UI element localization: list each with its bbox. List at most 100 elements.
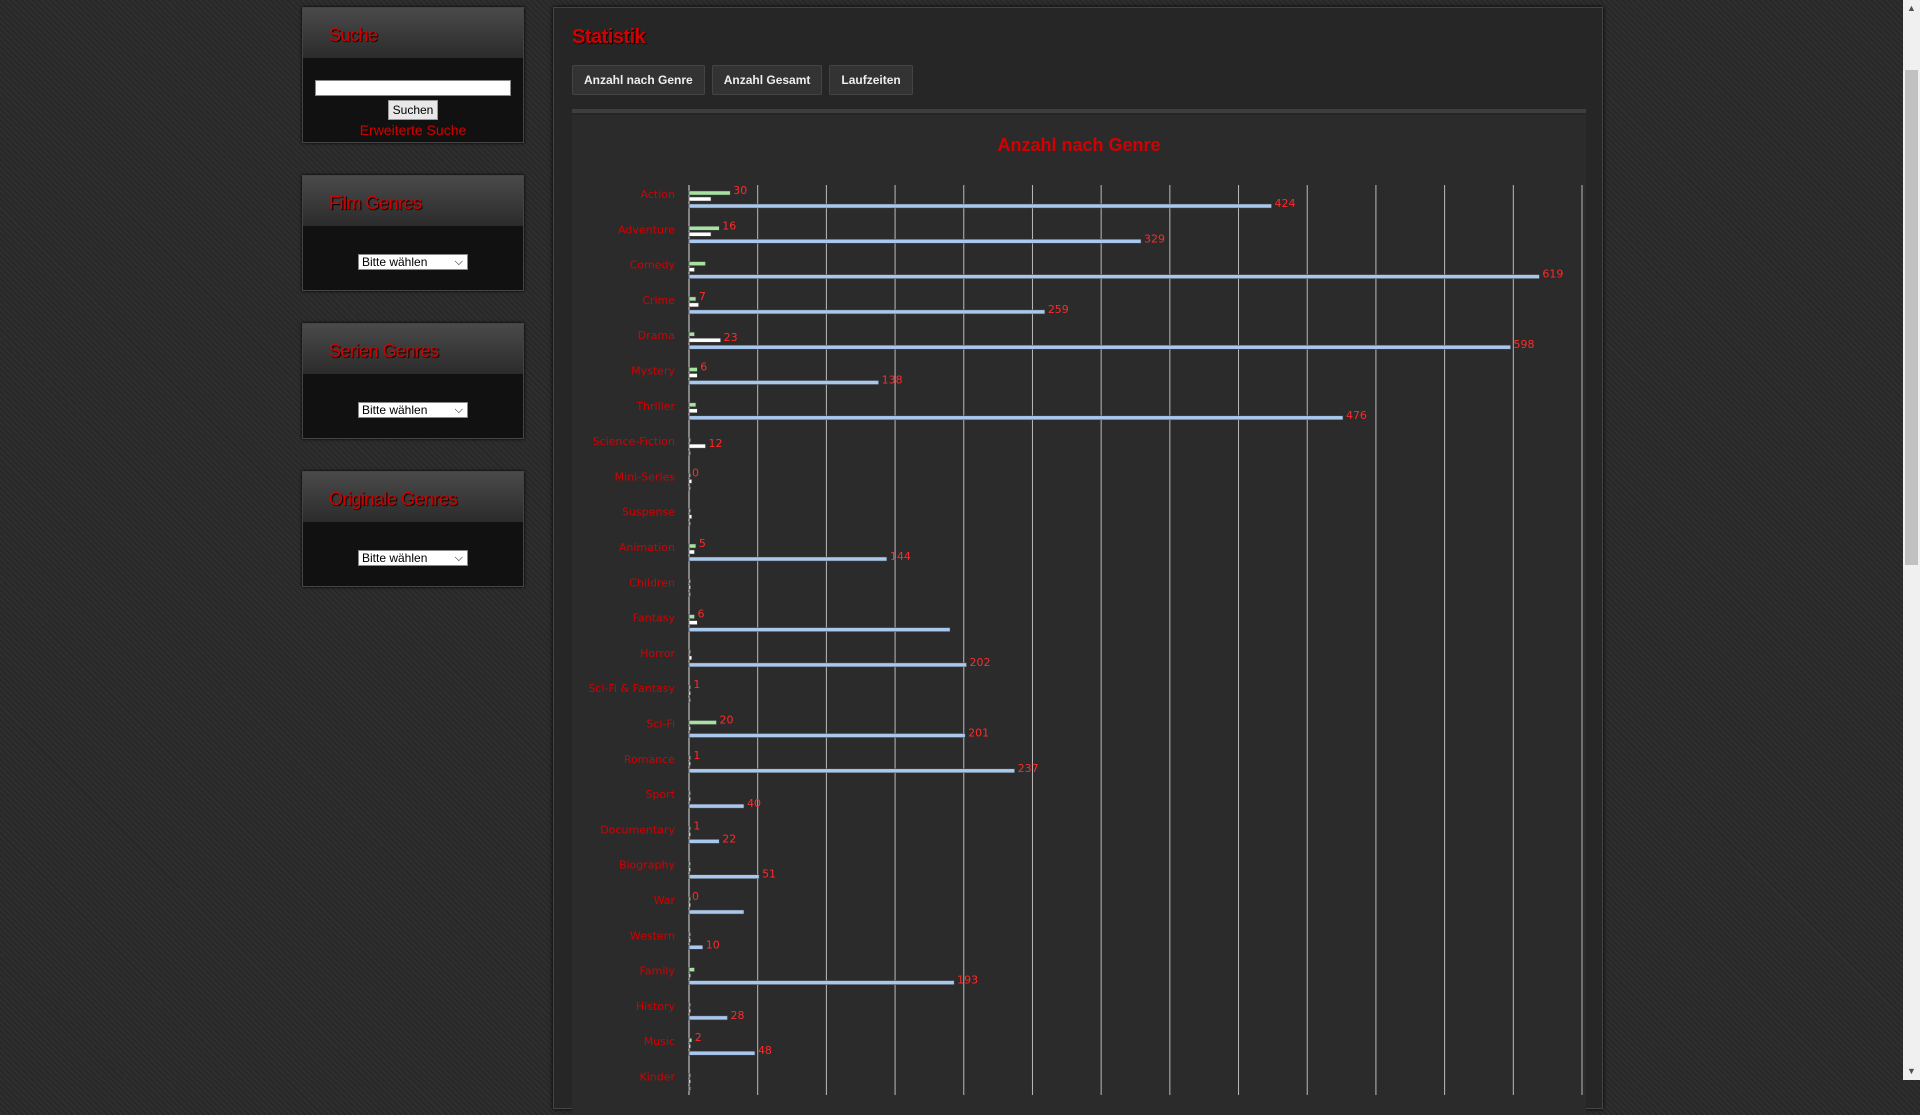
film-genres-select[interactable]: Bitte wählen ⌵ bbox=[358, 254, 468, 270]
data-label: 10 bbox=[706, 938, 720, 951]
serien-genres-box: Serien Genres Bitte wählen ⌵ bbox=[302, 323, 524, 439]
category-label: Romance bbox=[624, 753, 675, 766]
bar bbox=[688, 408, 698, 414]
bar bbox=[688, 415, 1344, 421]
bar bbox=[688, 839, 720, 844]
originale-genres-box: Originale Genres Bitte wählen ⌵ bbox=[302, 471, 524, 587]
category-label: Crime bbox=[642, 294, 675, 307]
bar bbox=[688, 556, 888, 562]
bar bbox=[688, 203, 1272, 209]
data-label: 6 bbox=[697, 608, 704, 621]
data-label: 1 bbox=[693, 819, 700, 832]
bar bbox=[688, 380, 879, 385]
tab-anzahl-nach-genre[interactable]: Anzahl nach Genre bbox=[572, 65, 705, 95]
main-panel: Statistik Anzahl nach Genre Anzahl Gesam… bbox=[553, 7, 1603, 1115]
bar bbox=[688, 309, 1046, 315]
search-input[interactable] bbox=[315, 80, 511, 96]
bar bbox=[688, 261, 706, 266]
category-label: Biography bbox=[619, 859, 676, 872]
bar bbox=[688, 874, 760, 879]
bar bbox=[688, 909, 745, 915]
category-label: Horror bbox=[640, 647, 675, 660]
tab-anzahl-gesamt[interactable]: Anzahl Gesamt bbox=[711, 65, 823, 95]
chevron-down-icon: ⌵ bbox=[454, 552, 463, 564]
data-label: 48 bbox=[758, 1044, 772, 1057]
bar bbox=[688, 402, 697, 408]
category-label: Music bbox=[644, 1035, 675, 1048]
bar bbox=[688, 302, 699, 308]
data-label: 424 bbox=[1275, 197, 1296, 210]
bar bbox=[688, 1008, 691, 1014]
bar bbox=[688, 450, 691, 456]
bar bbox=[688, 690, 691, 696]
bar bbox=[688, 437, 691, 443]
bar bbox=[688, 579, 691, 584]
serien-genres-select[interactable]: Bitte wählen ⌵ bbox=[358, 402, 468, 418]
bar bbox=[688, 627, 951, 632]
data-label: 30 bbox=[733, 184, 747, 197]
category-label: Western bbox=[630, 929, 675, 942]
bar bbox=[688, 861, 691, 866]
scroll-down-arrow-icon[interactable]: ▼ bbox=[1907, 1066, 1916, 1076]
data-label: 2 bbox=[695, 1031, 702, 1044]
bar bbox=[688, 1079, 691, 1084]
data-label: 619 bbox=[1542, 268, 1563, 281]
bar bbox=[688, 232, 712, 237]
bar bbox=[688, 902, 691, 908]
category-label: Fantasy bbox=[633, 612, 676, 625]
scroll-up-arrow-icon[interactable]: ▲ bbox=[1907, 3, 1916, 13]
bar bbox=[688, 543, 697, 549]
category-label: Sport bbox=[645, 788, 675, 801]
bar bbox=[688, 1037, 692, 1043]
bar bbox=[688, 755, 691, 761]
bar bbox=[688, 1073, 691, 1078]
film-genres-select-value: Bitte wählen bbox=[362, 255, 428, 269]
bar bbox=[688, 803, 745, 809]
search-box-title: Suche bbox=[303, 8, 523, 60]
bar bbox=[688, 1002, 691, 1008]
scroll-thumb[interactable] bbox=[1905, 70, 1918, 565]
bar bbox=[688, 226, 720, 231]
category-label: Sci-Fi & Fantasy bbox=[588, 682, 675, 695]
data-label: 1 bbox=[693, 678, 700, 691]
category-label: Family bbox=[640, 965, 676, 978]
bar bbox=[688, 945, 703, 950]
film-genres-title: Film Genres bbox=[303, 176, 523, 228]
chevron-down-icon: ⌵ bbox=[454, 256, 463, 268]
data-label: 193 bbox=[957, 974, 978, 987]
category-label: Suspense bbox=[622, 506, 675, 519]
originale-genres-title: Originale Genres bbox=[303, 472, 523, 524]
originale-genres-select[interactable]: Bitte wählen ⌵ bbox=[358, 550, 468, 566]
category-label: Animation bbox=[619, 541, 675, 554]
category-label: Action bbox=[641, 188, 675, 201]
bar bbox=[688, 239, 1142, 244]
bar bbox=[688, 196, 712, 202]
bar bbox=[688, 826, 691, 831]
bar bbox=[688, 1043, 691, 1049]
category-label: Drama bbox=[638, 329, 675, 342]
serien-genres-select-value: Bitte wählen bbox=[362, 403, 428, 417]
scrollbar[interactable]: ▲ ▼ bbox=[1903, 0, 1920, 1080]
originale-genres-select-value: Bitte wählen bbox=[362, 551, 428, 565]
data-label: 7 bbox=[699, 290, 706, 303]
chevron-down-icon: ⌵ bbox=[454, 404, 463, 416]
category-label: Kinder bbox=[639, 1071, 675, 1084]
search-button[interactable]: Suchen bbox=[387, 100, 439, 120]
data-label: 22 bbox=[722, 832, 736, 845]
bar bbox=[688, 967, 695, 972]
sidebar: Suche Suchen Erweiterte Suche Film Genre… bbox=[302, 7, 524, 619]
category-label: Thriller bbox=[635, 400, 675, 413]
tab-laufzeiten[interactable]: Laufzeiten bbox=[829, 65, 913, 95]
data-label: 40 bbox=[747, 797, 761, 810]
data-label: 202 bbox=[970, 656, 991, 669]
film-genres-box: Film Genres Bitte wählen ⌵ bbox=[302, 175, 524, 291]
data-label: 201 bbox=[968, 727, 989, 740]
bar bbox=[688, 508, 691, 513]
advanced-search-link[interactable]: Erweiterte Suche bbox=[359, 122, 467, 138]
bar bbox=[688, 443, 706, 449]
bar bbox=[688, 733, 966, 738]
bar bbox=[688, 726, 691, 731]
category-label: Children bbox=[629, 576, 675, 589]
category-label: Mystery bbox=[631, 365, 675, 378]
